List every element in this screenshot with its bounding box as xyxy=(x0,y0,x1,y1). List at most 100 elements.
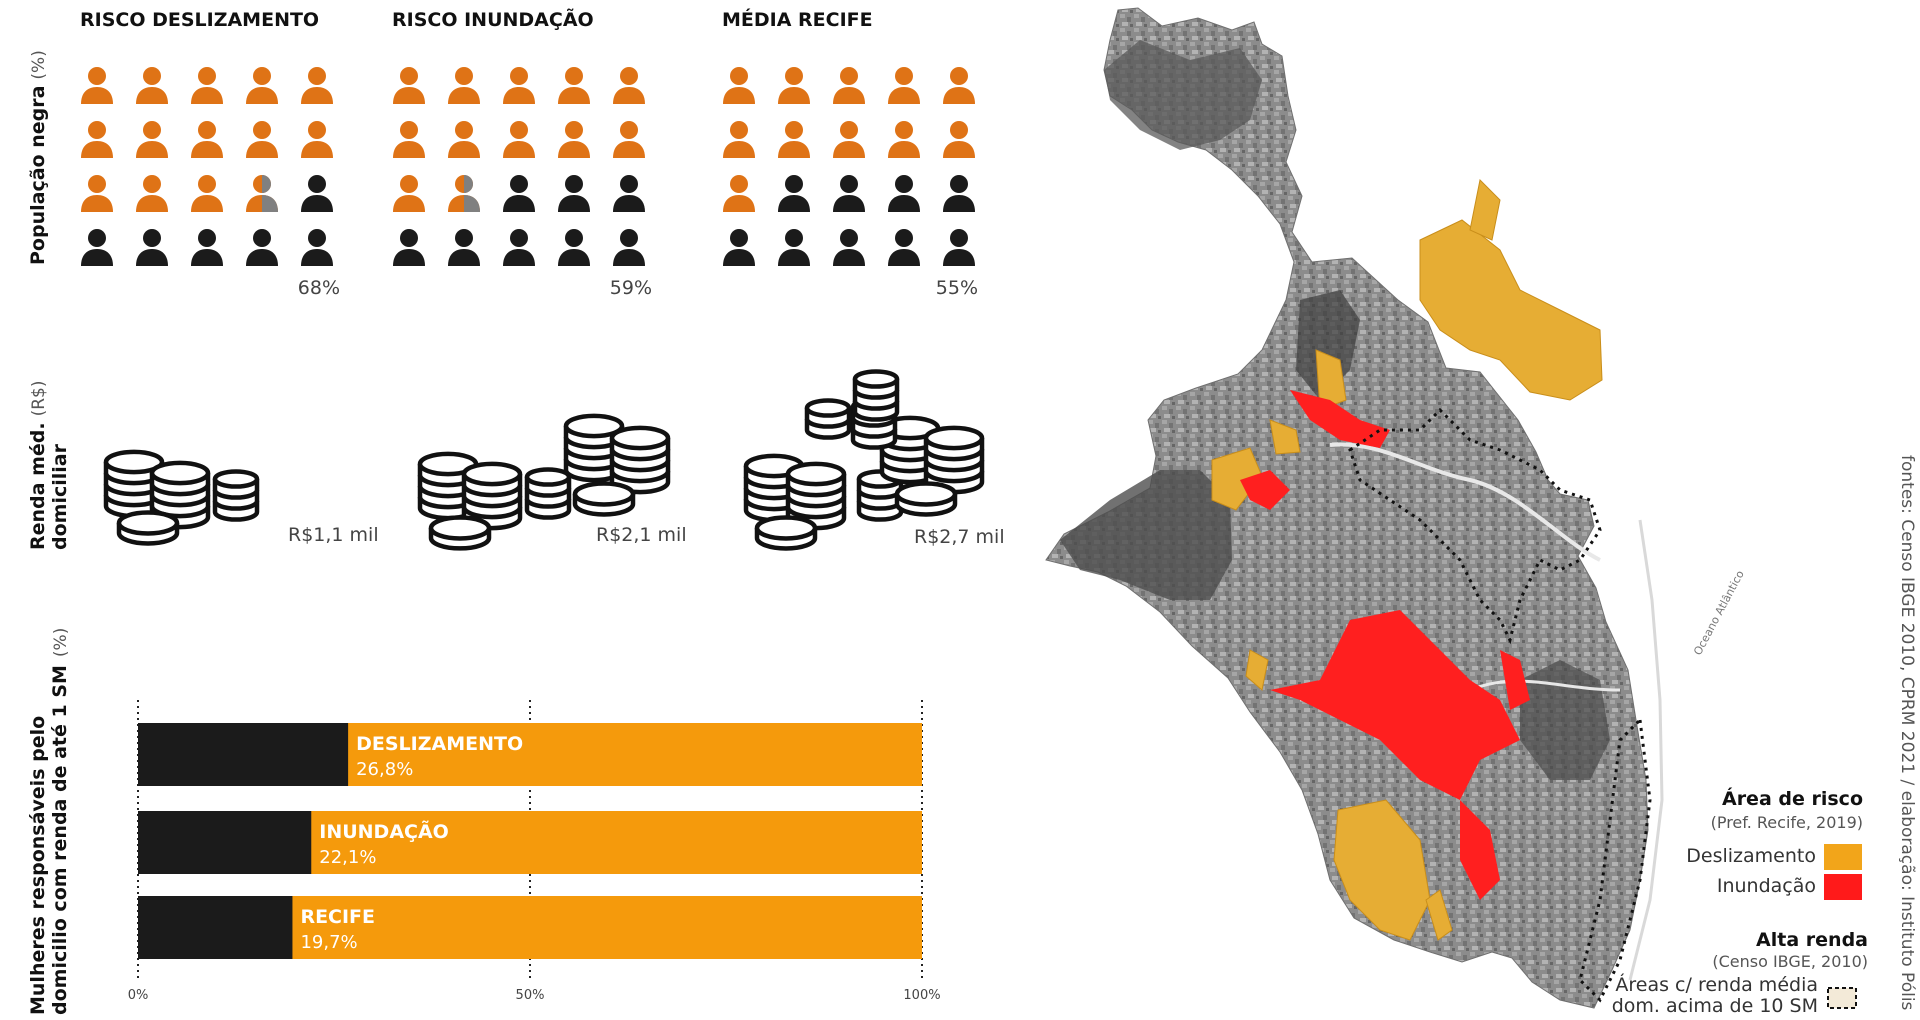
dark-vegetation-west xyxy=(1060,470,1232,600)
person-icon-black xyxy=(723,229,755,266)
legend: Área de risco (Pref. Recife, 2019) Desli… xyxy=(1612,787,1868,1017)
x-tick-label: 50% xyxy=(516,988,545,1003)
person-icon-orange xyxy=(613,67,645,104)
person-icon-orange xyxy=(191,67,223,104)
row-label-income-2: domiciliar xyxy=(49,443,71,550)
person-icon-black xyxy=(393,229,425,266)
row-label-income-1: Renda méd.(R$) xyxy=(27,381,49,551)
coin-stack-icon xyxy=(524,467,572,520)
person-icon-black xyxy=(558,175,590,212)
person-icon-orange xyxy=(301,67,333,104)
pct-recife: 55% xyxy=(936,277,978,299)
coin-stack-icon xyxy=(149,460,211,530)
person-icon-black xyxy=(136,229,168,266)
bar-value-label: 22,1% xyxy=(319,847,376,868)
person-icon-orange xyxy=(191,175,223,212)
women-income-bar-chart: 0% 50% 100% DESLIZAMENTO 26,8% INUNDAÇÃO 22,1%… xyxy=(128,700,941,1003)
legend-income-source: (Censo IBGE, 2010) xyxy=(1712,952,1868,971)
person-icon-orange xyxy=(503,67,535,104)
coin-icon xyxy=(572,481,636,517)
row-label-black-population: População negra(%) xyxy=(27,50,49,265)
person-icon-black xyxy=(888,229,920,266)
bar-category-label: DESLIZAMENTO xyxy=(356,733,523,755)
person-icon-orange xyxy=(778,121,810,158)
row-label-women-1: Mulheres responsáveis pelo xyxy=(27,716,49,1015)
person-icon-black xyxy=(81,229,113,266)
person-icon-orange xyxy=(778,67,810,104)
person-icon-orange xyxy=(833,67,865,104)
bar-category-label: RECIFE xyxy=(300,906,375,928)
x-tick-label: 0% xyxy=(128,988,149,1003)
legend-landslide-swatch xyxy=(1824,844,1862,870)
coin-stack-icon xyxy=(609,425,671,495)
income-flood: R$2,1 mil xyxy=(596,524,687,546)
coin-icon xyxy=(428,515,492,551)
person-icon-orange xyxy=(136,121,168,158)
coin-icon xyxy=(116,510,180,546)
legend-risk-title: Área de risco xyxy=(1722,787,1863,810)
income-recife: R$2,7 mil xyxy=(914,526,1005,548)
coin-icon xyxy=(894,481,958,517)
person-icon-black xyxy=(833,229,865,266)
person-icon-orange xyxy=(393,121,425,158)
pictogram-recife xyxy=(723,67,975,266)
person-icon-black xyxy=(778,175,810,212)
person-icon-black xyxy=(301,229,333,266)
legend-high-income-line-2: dom. acima de 10 SM xyxy=(1612,995,1818,1017)
coastline xyxy=(1628,519,1664,981)
person-icon-black xyxy=(613,175,645,212)
person-icon-orange xyxy=(246,121,278,158)
city-land xyxy=(1045,7,1649,1009)
person-icon-orange xyxy=(723,67,755,104)
legend-landslide-label: Deslizamento xyxy=(1686,845,1816,867)
flood-areas xyxy=(1240,390,1530,900)
person-icon-orange xyxy=(888,67,920,104)
coin-stack-icon xyxy=(923,425,985,495)
heading-landslide: RISCO DESLIZAMENTO xyxy=(80,9,319,31)
person-icon-orange xyxy=(81,67,113,104)
person-icon-black xyxy=(943,229,975,266)
person-icon-orange xyxy=(81,175,113,212)
legend-income-title: Alta renda xyxy=(1756,929,1868,951)
pct-landslide: 68% xyxy=(298,277,340,299)
row-label-women-2: domicilio com renda de até 1 SM(%) xyxy=(49,628,71,1015)
coin-stacks-landslide xyxy=(103,449,260,546)
coin-stack-icon xyxy=(212,469,260,522)
dark-vegetation-south xyxy=(1520,660,1610,780)
person-icon-partial xyxy=(448,175,480,212)
coin-stacks-recife xyxy=(743,369,985,551)
coin-icon xyxy=(754,515,818,551)
person-icon-orange xyxy=(448,121,480,158)
x-tick-label: 100% xyxy=(903,988,940,1003)
person-icon-black xyxy=(558,229,590,266)
bar-category-label: INUNDAÇÃO xyxy=(319,819,449,843)
recife-risk-map: Oceano Atlântico xyxy=(1045,7,1747,1009)
pictogram-flood xyxy=(393,67,645,266)
legend-flood-label: Inundação xyxy=(1717,875,1816,897)
person-icon-black xyxy=(943,175,975,212)
person-icon-orange xyxy=(246,67,278,104)
person-icon-orange xyxy=(81,121,113,158)
person-icon-orange xyxy=(393,175,425,212)
bar-value-label: 26,8% xyxy=(356,759,413,780)
coin-stacks-flood xyxy=(417,413,671,551)
person-icon-orange xyxy=(888,121,920,158)
person-icon-orange xyxy=(833,121,865,158)
legend-risk-source: (Pref. Recife, 2019) xyxy=(1711,813,1863,832)
heading-recife: MÉDIA RECIFE xyxy=(722,8,873,31)
legend-high-income-swatch xyxy=(1827,987,1857,1009)
person-icon-orange xyxy=(393,67,425,104)
person-icon-orange xyxy=(301,121,333,158)
person-icon-black xyxy=(448,229,480,266)
person-icon-black xyxy=(503,229,535,266)
landslide-areas xyxy=(1211,178,1603,941)
person-icon-orange xyxy=(448,67,480,104)
person-icon-orange xyxy=(558,121,590,158)
person-icon-orange xyxy=(136,175,168,212)
coin-stack-icon xyxy=(852,369,900,422)
person-icon-orange xyxy=(558,67,590,104)
person-icon-orange xyxy=(613,121,645,158)
pct-flood: 59% xyxy=(610,277,652,299)
